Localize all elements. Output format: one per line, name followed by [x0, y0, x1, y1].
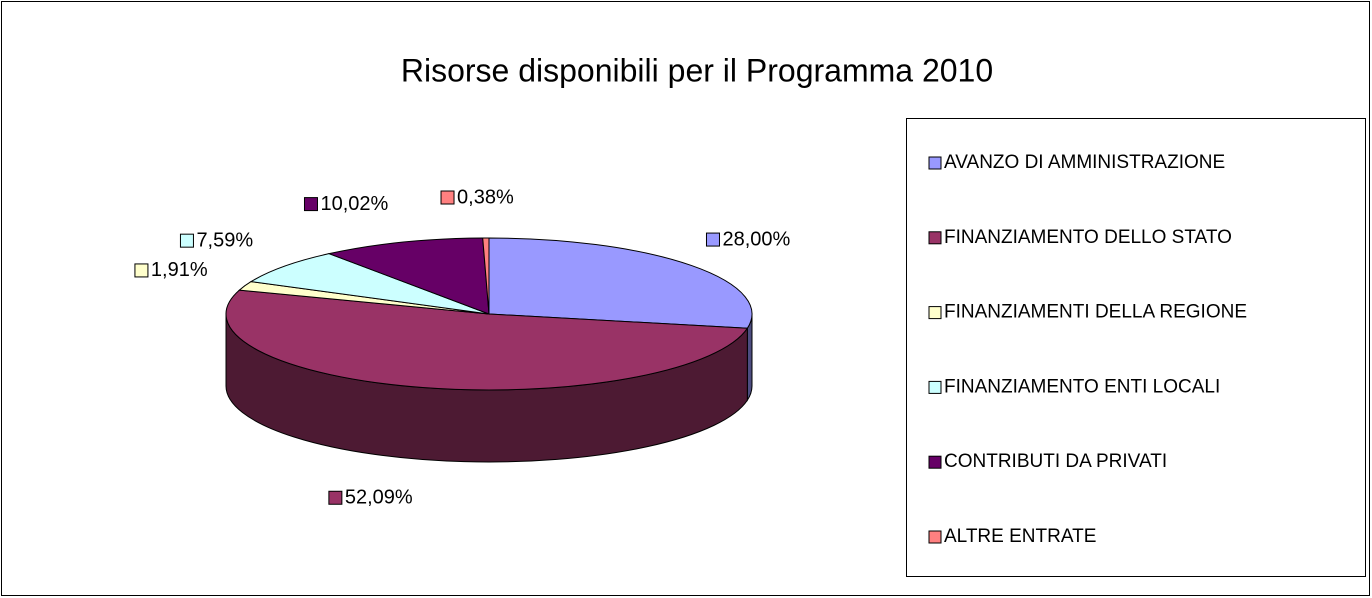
legend-label: FINANZIAMENTO ENTI LOCALI	[944, 376, 1220, 397]
legend-swatch	[928, 530, 942, 544]
legend-swatch	[928, 306, 942, 320]
slice	[488, 237, 753, 329]
data-label: 1,91%	[151, 259, 208, 281]
legend-label: CONTRIBUTI DA PRIVATI	[944, 451, 1167, 472]
data-label: 7,59%	[196, 229, 253, 251]
data-label-swatch	[705, 232, 720, 247]
legend-swatch	[928, 380, 942, 394]
slice	[249, 253, 490, 315]
legend-label: ALTRE ENTRATE	[944, 526, 1096, 547]
data-label: 28,00%	[722, 228, 790, 250]
data-label-swatch	[303, 197, 318, 212]
chart-title: Risorse disponibili per il Programma 201…	[401, 52, 993, 88]
legend-swatch	[928, 231, 942, 245]
data-label-swatch	[328, 490, 343, 505]
data-label-swatch	[179, 233, 194, 248]
legend-swatch	[928, 156, 942, 170]
slice	[327, 237, 490, 315]
legend-label: FINANZIAMENTO DELLO STATO	[944, 227, 1232, 248]
data-label-swatch	[440, 190, 455, 205]
data-label: 10,02%	[320, 193, 388, 215]
data-label: 0,38%	[457, 186, 514, 208]
legend-label: FINANZIAMENTI DELLA REGIONE	[944, 302, 1247, 323]
slice	[225, 289, 749, 391]
legend-box	[906, 118, 1366, 577]
slice	[482, 237, 490, 315]
legend-swatch	[928, 455, 942, 469]
legend-label: AVANZO DI AMMINISTRAZIONE	[944, 152, 1225, 173]
data-label-swatch	[134, 263, 149, 278]
data-label: 52,09%	[345, 487, 413, 509]
